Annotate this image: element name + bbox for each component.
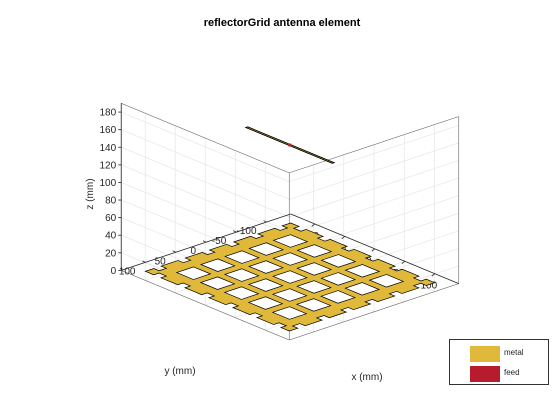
- grid-hole: [271, 288, 308, 302]
- grid-hole: [224, 250, 260, 264]
- x-tick-mark: [371, 248, 376, 252]
- z-tick-label: 160: [100, 125, 117, 136]
- box-edge: [289, 116, 459, 174]
- grid-hole: [175, 266, 212, 280]
- antenna-geometry: [144, 126, 436, 332]
- wall-grid-line: [121, 164, 290, 235]
- grid-hole: [271, 306, 308, 320]
- y-axis-label: y (mm): [164, 366, 195, 377]
- wall-grid-line: [289, 124, 459, 183]
- grid-hole: [320, 290, 356, 304]
- y-tick-mark: [263, 220, 267, 223]
- wall-grid-line: [289, 160, 459, 218]
- y-tick-mark: [172, 250, 176, 253]
- y-tick-mark: [202, 240, 207, 243]
- y-tick-label: 100: [119, 266, 136, 277]
- grid-hole: [368, 274, 405, 288]
- grid-hole: [320, 254, 357, 268]
- z-tick-label: 20: [105, 248, 117, 259]
- grid-hole: [344, 282, 381, 296]
- y-tick-label: -100: [236, 226, 256, 237]
- grid-hole: [296, 244, 333, 258]
- wall-grid-line: [121, 129, 290, 200]
- grid-hole: [272, 270, 308, 284]
- grid-hole: [248, 242, 285, 256]
- box-edge: [121, 103, 290, 174]
- grid-hole: [223, 268, 260, 282]
- z-tick-label: 100: [100, 178, 117, 189]
- y-tick-mark: [142, 260, 146, 263]
- grid-hole: [295, 298, 332, 312]
- metal-swatch: [470, 346, 500, 362]
- y-tick-mark: [233, 230, 237, 233]
- wall-grid-line: [121, 111, 290, 183]
- z-tick-label: 140: [100, 143, 117, 154]
- z-tick-label: 180: [100, 108, 117, 119]
- z-tick-label: 60: [105, 213, 117, 224]
- box-edge: [289, 283, 459, 341]
- grid-hole: [247, 278, 284, 292]
- box-edge: [121, 270, 290, 341]
- z-tick-label: 0: [111, 266, 117, 277]
- x-tick-mark: [431, 273, 436, 277]
- legend: metal feed: [449, 339, 549, 385]
- grid-hole: [296, 280, 332, 294]
- grid-hole: [296, 262, 333, 276]
- feed-swatch: [470, 366, 500, 382]
- wall-grid-line: [289, 142, 459, 200]
- grid-hole: [272, 234, 309, 248]
- plot-title: reflectorGrid antenna element: [204, 17, 361, 29]
- z-tick-label: 120: [100, 160, 117, 171]
- grid-hole: [272, 252, 309, 266]
- legend-item-metal: metal: [470, 346, 546, 362]
- z-tick-label: 40: [105, 231, 117, 242]
- x-axis-label: x (mm): [351, 372, 382, 383]
- legend-label-metal: metal: [504, 348, 524, 357]
- x-tick-mark: [401, 260, 406, 265]
- x-tick-mark: [341, 236, 346, 240]
- x-tick-label: 100: [420, 281, 437, 292]
- feed-point: [288, 143, 292, 147]
- grid-hole: [199, 258, 236, 272]
- z-axis-label: z (mm): [85, 178, 96, 209]
- y-tick-label: -50: [212, 236, 227, 247]
- legend-item-feed: feed: [470, 366, 546, 382]
- y-tick-label: 0: [190, 246, 196, 257]
- z-tick-label: 80: [105, 196, 117, 207]
- grid-hole: [247, 296, 284, 310]
- x-tick-mark: [311, 223, 316, 227]
- grid-hole: [248, 260, 284, 274]
- grid-hole: [344, 264, 381, 278]
- grid-hole: [320, 272, 357, 286]
- wall-grid-line: [121, 146, 290, 218]
- legend-label-feed: feed: [504, 368, 520, 377]
- grid-hole: [223, 286, 260, 300]
- grid-hole: [199, 276, 236, 290]
- y-tick-label: 50: [155, 256, 167, 267]
